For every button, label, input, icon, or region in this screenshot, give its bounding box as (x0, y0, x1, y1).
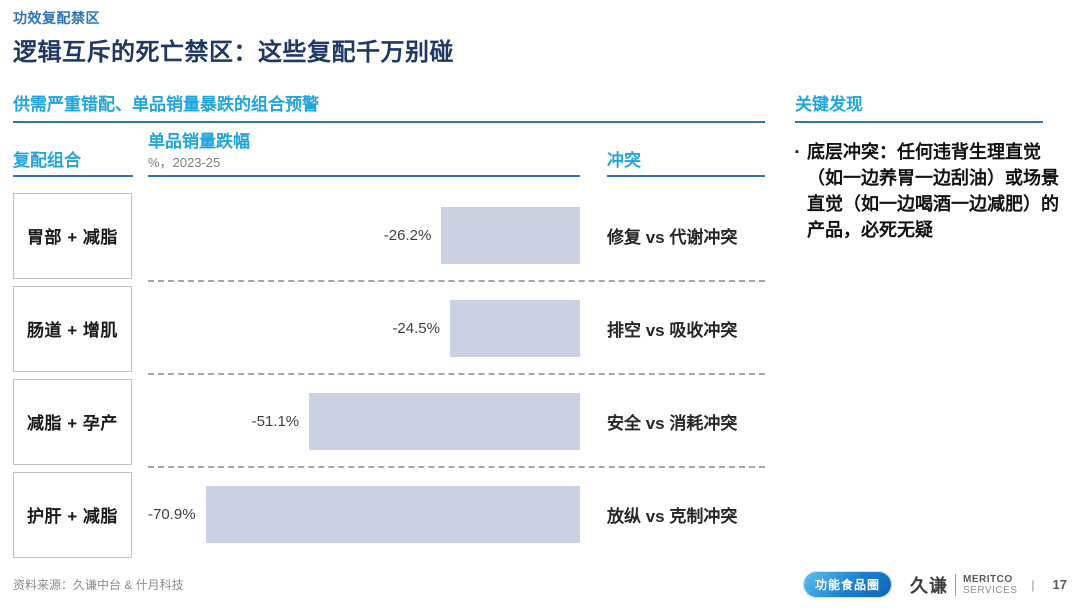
combo-header-label: 复配组合 (13, 151, 81, 170)
conflict-label: 修复 vs 代谢冲突 (607, 228, 738, 247)
bar (449, 300, 580, 357)
bar (309, 393, 580, 450)
page-number: 17 (1052, 577, 1067, 592)
bar-value-label: -24.5% (392, 320, 440, 337)
combo-label-box: 肠道 + 增肌 (13, 285, 132, 372)
slide-header: 功效复配禁区 逻辑互斥的死亡禁区：这些复配千万别碰 (13, 8, 1067, 67)
fficircle-logo: 功能食品圈 (803, 571, 893, 598)
bar (441, 207, 580, 264)
table-rows: 胃部 + 减脂 -26.2% 修复 vs 代谢冲突 肠道 + 增肌 -24.5%… (13, 189, 765, 561)
bar-cell: -51.1% (148, 375, 580, 468)
page-divider: | (1031, 577, 1035, 592)
column-header-conflict: 冲突 (580, 125, 765, 177)
key-findings-title: 关键发现 (795, 90, 1043, 123)
eyebrow-label: 功效复配禁区 (13, 10, 100, 26)
combo-label-box: 胃部 + 减脂 (13, 192, 132, 279)
bar-value-label: -26.2% (383, 227, 432, 244)
bar-cell: -70.9% (148, 468, 580, 561)
bar-cell: -24.5% (148, 282, 580, 375)
section-title: 供需严重错配、单品销量暴跌的组合预警 (13, 90, 765, 123)
bullet-body: 任何违背生理直觉（如一边养胃一边刮油）或场景直觉（如一边喝酒一边减肥）的产品，必… (807, 142, 1059, 241)
meritco-logo: 久谦 MERITCO SERVICES (910, 572, 1017, 598)
meritco-line1: MERITCO (963, 573, 1013, 585)
conflict-header-label: 冲突 (607, 151, 641, 170)
metric-header-unit: %，2023-25 (148, 155, 221, 170)
meritco-logo-cn: 久谦 (910, 575, 949, 596)
table-row: 减脂 + 孕产 -51.1% 安全 vs 消耗冲突 (13, 375, 765, 468)
table-row: 肠道 + 增肌 -24.5% 排空 vs 吸收冲突 (13, 282, 765, 375)
meritco-logo-en: MERITCO SERVICES (963, 574, 1017, 596)
table-row: 胃部 + 减脂 -26.2% 修复 vs 代谢冲突 (13, 189, 765, 282)
column-header-row: 复配组合 单品销量跌幅 %，2023-25 冲突 (13, 125, 765, 177)
table-row: 护肝 + 减脂 -70.9% 放纵 vs 克制冲突 (13, 468, 765, 561)
combo-label-box: 护肝 + 减脂 (13, 471, 132, 558)
bar-cell: -26.2% (148, 189, 580, 282)
key-findings-bullet: ▪ 底层冲突：任何违背生理直觉（如一边养胃一边刮油）或场景直觉（如一边喝酒一边减… (795, 139, 1067, 243)
logo-divider (955, 573, 957, 596)
combo-label-box: 减脂 + 孕产 (13, 378, 132, 465)
bullet-lead: 底层冲突： (807, 142, 897, 162)
column-header-combo: 复配组合 (13, 125, 148, 177)
footer-logos: 功能食品圈 久谦 MERITCO SERVICES | 17 (803, 571, 1067, 598)
conflict-label: 排空 vs 吸收冲突 (607, 321, 738, 340)
source-note: 资料来源：久谦中台 & 什月科技 (13, 578, 184, 592)
bar (205, 486, 580, 543)
bar-value-label: -51.1% (251, 413, 300, 430)
metric-header-label: 单品销量跌幅 (148, 132, 250, 151)
conflict-label: 放纵 vs 克制冲突 (607, 507, 738, 526)
page-title: 逻辑互斥的死亡禁区：这些复配千万别碰 (13, 39, 454, 66)
bar-value-label: -70.9% (148, 506, 196, 523)
key-findings-panel: 关键发现 ▪ 底层冲突：任何违背生理直觉（如一边养胃一边刮油）或场景直觉（如一边… (795, 90, 1067, 243)
bullet-text: 底层冲突：任何违背生理直觉（如一边养胃一边刮油）或场景直觉（如一边喝酒一边减肥）… (807, 139, 1067, 243)
column-header-metric: 单品销量跌幅 %，2023-25 (148, 125, 580, 177)
meritco-line2: SERVICES (963, 584, 1018, 596)
combo-warning-table: 供需严重错配、单品销量暴跌的组合预警 复配组合 单品销量跌幅 %，2023-25… (13, 90, 765, 561)
bullet-icon: ▪ (795, 146, 799, 158)
conflict-label: 安全 vs 消耗冲突 (607, 414, 738, 433)
